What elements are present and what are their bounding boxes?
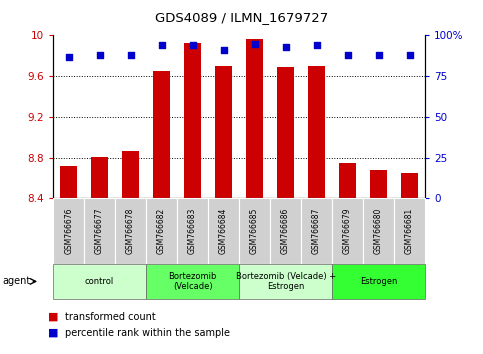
- Text: GSM766678: GSM766678: [126, 208, 135, 254]
- Bar: [91, 156, 108, 198]
- Point: [220, 47, 227, 53]
- Point: [406, 52, 413, 58]
- Text: GSM766680: GSM766680: [374, 208, 383, 254]
- Text: transformed count: transformed count: [65, 312, 156, 322]
- Point: [375, 52, 383, 58]
- Text: ■: ■: [48, 312, 59, 322]
- Text: GSM766677: GSM766677: [95, 208, 104, 254]
- Text: Estrogen: Estrogen: [360, 277, 397, 286]
- Point: [313, 42, 320, 48]
- Text: Bortezomib (Velcade) +
Estrogen: Bortezomib (Velcade) + Estrogen: [236, 272, 336, 291]
- Text: GSM766687: GSM766687: [312, 208, 321, 254]
- Text: GSM766679: GSM766679: [343, 208, 352, 254]
- Text: GSM766684: GSM766684: [219, 208, 228, 254]
- Bar: [246, 39, 263, 198]
- Bar: [184, 42, 201, 198]
- Point: [189, 42, 197, 48]
- Text: Bortezomib
(Velcade): Bortezomib (Velcade): [169, 272, 217, 291]
- Text: GSM766683: GSM766683: [188, 208, 197, 254]
- Text: GSM766681: GSM766681: [405, 208, 414, 254]
- Text: ■: ■: [48, 328, 59, 338]
- Bar: [215, 66, 232, 198]
- Point: [158, 42, 166, 48]
- Text: GSM766685: GSM766685: [250, 208, 259, 254]
- Point: [96, 52, 103, 58]
- Bar: [60, 166, 77, 198]
- Bar: [370, 170, 387, 198]
- Text: GDS4089 / ILMN_1679727: GDS4089 / ILMN_1679727: [155, 11, 328, 24]
- Text: GSM766676: GSM766676: [64, 208, 73, 254]
- Text: GSM766682: GSM766682: [157, 208, 166, 254]
- Point: [65, 54, 72, 59]
- Bar: [401, 173, 418, 198]
- Bar: [277, 67, 294, 198]
- Point: [282, 44, 289, 50]
- Bar: [339, 162, 356, 198]
- Text: GSM766686: GSM766686: [281, 208, 290, 254]
- Bar: [153, 71, 170, 198]
- Text: agent: agent: [2, 276, 30, 286]
- Bar: [122, 152, 139, 198]
- Point: [344, 52, 352, 58]
- Point: [251, 41, 258, 46]
- Point: [127, 52, 134, 58]
- Text: control: control: [85, 277, 114, 286]
- Bar: [308, 66, 325, 198]
- Text: percentile rank within the sample: percentile rank within the sample: [65, 328, 230, 338]
